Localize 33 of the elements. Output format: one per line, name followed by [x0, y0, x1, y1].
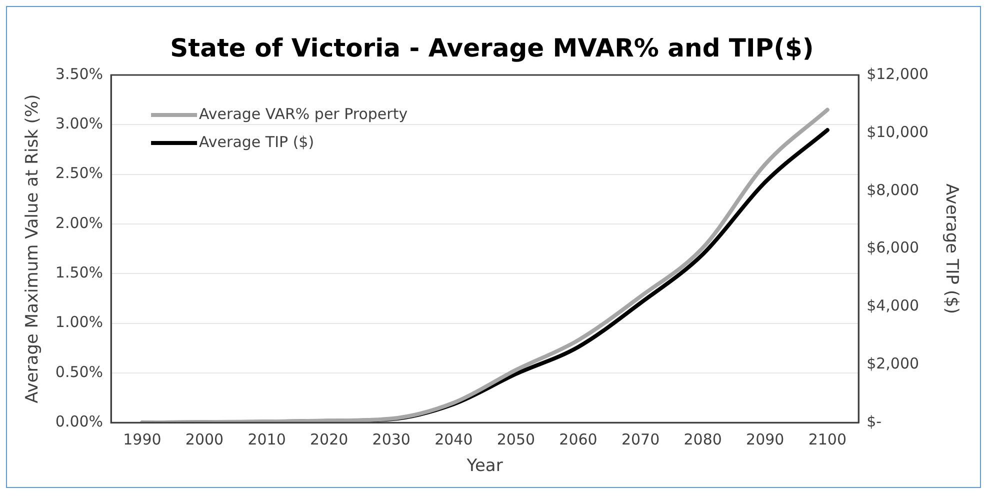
legend-label: Average VAR% per Property: [199, 104, 408, 123]
x-tick-label: 2010: [248, 430, 286, 448]
x-tick-label: 2020: [310, 430, 348, 448]
y2-tick-label: $10,000: [866, 122, 929, 141]
y-axis-title: Average Maximum Value at Risk (%): [22, 94, 43, 404]
x-tick-label: 2030: [372, 430, 410, 448]
y-tick-label: 0.50%: [55, 362, 104, 381]
y2-tick-label: $4,000: [866, 296, 920, 315]
x-tick-label: 2100: [808, 430, 847, 448]
x-axis-title: Year: [466, 456, 503, 476]
x-tick-label: 1990: [123, 430, 162, 448]
x-tick-label: 2060: [559, 430, 598, 448]
y-tick-label: 2.00%: [55, 214, 104, 232]
y-tick-label: 2.50%: [55, 164, 104, 182]
x-tick-label: 2040: [434, 430, 473, 448]
y2-tick-label: $8,000: [866, 180, 920, 199]
y-tick-label: 3.50%: [55, 64, 104, 83]
legend-label: Average TIP ($): [199, 132, 314, 151]
y-tick-label: 1.50%: [55, 264, 104, 282]
y2-axis-title: Average TIP ($): [941, 184, 962, 314]
x-tick-label: 2080: [684, 430, 722, 448]
x-tick-label: 2070: [621, 430, 660, 448]
y-tick-label: 3.00%: [55, 114, 104, 133]
x-tick-label: 2000: [185, 430, 224, 448]
y2-tick-label: $6,000: [866, 238, 920, 257]
x-tick-label: 2050: [496, 430, 536, 448]
x-tick-label: 2090: [746, 430, 784, 448]
y-tick-label: 1.00%: [55, 313, 104, 332]
y2-tick-label: $12,000: [866, 64, 929, 83]
y2-tick-label: $-: [866, 412, 882, 430]
y-tick-label: 0.00%: [55, 412, 104, 430]
chart-title: State of Victoria - Average MVAR% and TIP($): [170, 34, 814, 62]
y2-tick-label: $2,000: [866, 354, 920, 373]
